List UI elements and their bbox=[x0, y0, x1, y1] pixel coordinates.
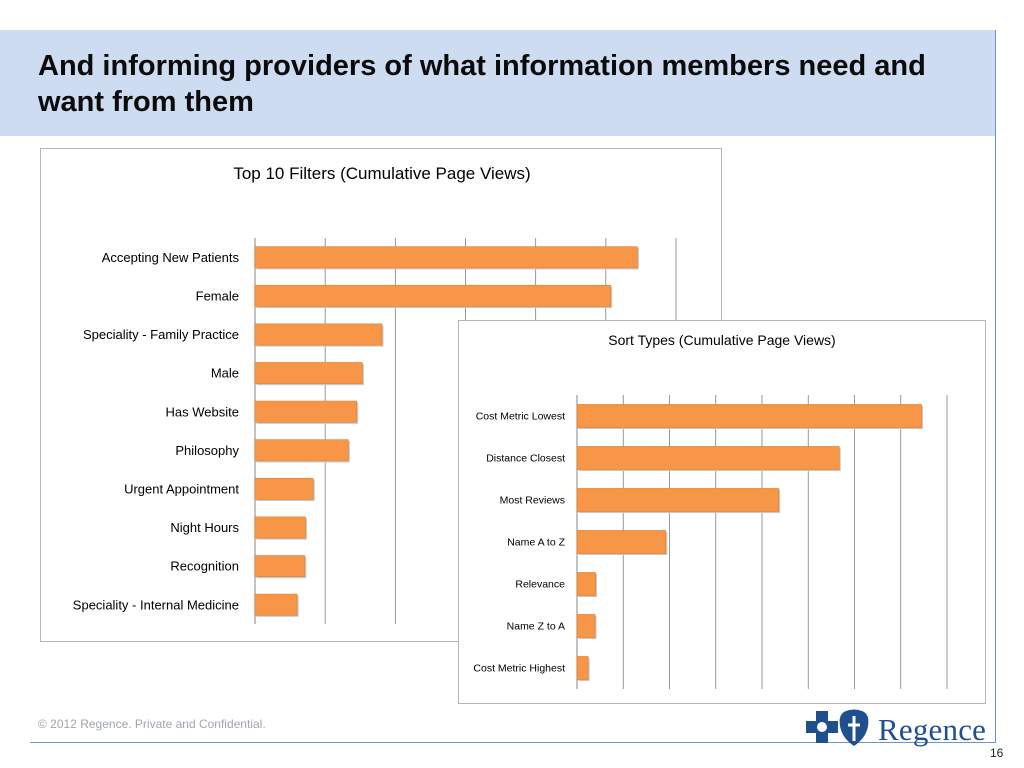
page-number: 16 bbox=[990, 746, 1004, 760]
filters-category-label: Has Website bbox=[166, 404, 239, 419]
filters-bar bbox=[254, 516, 306, 539]
sort-bar bbox=[576, 488, 779, 512]
sort-bar bbox=[576, 404, 922, 428]
sort-types-chart: Sort Types (Cumulative Page Views) Cost M… bbox=[458, 320, 986, 704]
sort-category-label: Name A to Z bbox=[507, 537, 565, 549]
sort-title: Sort Types (Cumulative Page Views) bbox=[608, 332, 835, 348]
regence-logo: Regence bbox=[806, 708, 996, 748]
sort-category-label: Most Reviews bbox=[500, 495, 565, 507]
sort-bar bbox=[576, 446, 840, 470]
sort-types-chart-svg: Sort Types (Cumulative Page Views) Cost M… bbox=[473, 332, 948, 689]
filters-category-label: Speciality - Family Practice bbox=[83, 327, 239, 342]
sort-category-label: Relevance bbox=[515, 579, 565, 591]
filters-bar bbox=[254, 284, 612, 307]
filters-bar bbox=[254, 439, 349, 462]
filters-bar bbox=[254, 323, 383, 346]
filters-category-label: Accepting New Patients bbox=[102, 250, 240, 265]
sort-bar bbox=[576, 614, 596, 638]
sort-category-label: Name Z to A bbox=[507, 621, 565, 633]
sort-bar bbox=[576, 656, 589, 680]
copyright-footer: © 2012 Regence. Private and Confidential… bbox=[38, 717, 266, 731]
filters-bar bbox=[254, 400, 358, 423]
sort-bar bbox=[576, 572, 596, 596]
filters-category-label: Recognition bbox=[170, 559, 239, 574]
filters-category-label: Male bbox=[211, 366, 239, 381]
title-band bbox=[0, 30, 995, 136]
sort-category-label: Cost Metric Highest bbox=[473, 663, 565, 675]
filters-bar bbox=[254, 246, 638, 269]
filters-category-label: Urgent Appointment bbox=[124, 481, 239, 496]
filters-category-label: Female bbox=[196, 288, 239, 303]
bottom-rule bbox=[30, 742, 996, 743]
filters-title: Top 10 Filters (Cumulative Page Views) bbox=[233, 164, 530, 183]
filters-category-label: Night Hours bbox=[170, 520, 239, 535]
cross-shield-icon bbox=[806, 709, 869, 746]
filters-bar bbox=[254, 555, 306, 578]
filters-category-label: Speciality - Internal Medicine bbox=[73, 597, 239, 612]
filters-category-label: Philosophy bbox=[175, 443, 239, 458]
filters-bar bbox=[254, 362, 363, 385]
filters-bar bbox=[254, 477, 314, 500]
sort-category-label: Cost Metric Lowest bbox=[476, 411, 565, 423]
right-rule bbox=[995, 30, 996, 742]
sort-category-label: Distance Closest bbox=[486, 453, 565, 465]
regence-logo-text: Regence bbox=[878, 712, 987, 747]
slide-title: And informing providers of what informat… bbox=[38, 50, 926, 118]
sort-bar bbox=[576, 530, 667, 554]
filters-bar bbox=[254, 593, 298, 616]
